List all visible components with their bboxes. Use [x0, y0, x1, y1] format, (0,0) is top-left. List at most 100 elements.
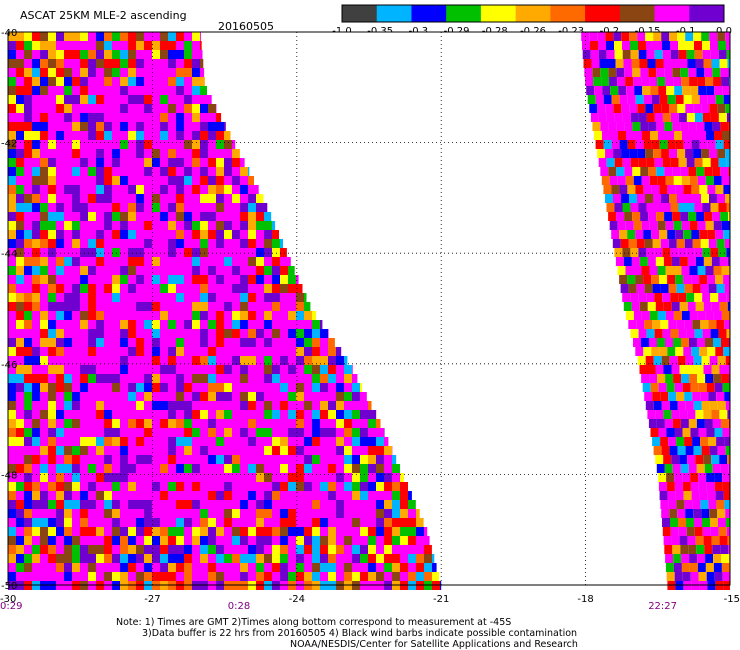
data-cell: [582, 41, 590, 50]
data-cell: [712, 167, 721, 176]
data-cell: [160, 347, 168, 356]
data-cell: [376, 572, 384, 581]
data-cell: [48, 86, 56, 95]
data-cell: [208, 320, 216, 329]
data-cell: [619, 140, 628, 149]
data-cell: [16, 266, 24, 275]
data-cell: [272, 275, 280, 284]
data-cell: [272, 482, 280, 491]
data-cell: [120, 131, 128, 140]
data-cell: [96, 158, 104, 167]
data-cell: [80, 113, 88, 122]
data-cell: [144, 149, 152, 158]
data-cell: [360, 419, 368, 428]
data-cell: [136, 320, 144, 329]
data-cell: [96, 68, 104, 77]
data-cell: [680, 419, 689, 428]
data-cell: [184, 383, 192, 392]
data-cell: [669, 509, 678, 518]
data-cell: [56, 446, 64, 455]
data-cell: [112, 59, 120, 68]
data-cell: [112, 509, 120, 518]
data-cell: [665, 554, 674, 563]
data-cell: [112, 230, 120, 239]
data-cell: [48, 104, 56, 113]
data-cell: [152, 284, 160, 293]
data-cell: [679, 455, 688, 464]
data-cell: [296, 437, 304, 446]
data-cell: [208, 554, 216, 563]
data-cell: [136, 554, 144, 563]
data-cell: [136, 86, 144, 95]
data-cell: [32, 347, 40, 356]
data-cell: [152, 374, 160, 383]
data-cell: [224, 527, 232, 536]
data-cell: [336, 383, 344, 392]
data-cell: [336, 347, 342, 356]
data-cell: [88, 203, 96, 212]
data-cell: [702, 41, 710, 50]
data-cell: [56, 239, 64, 248]
data-cell: [88, 59, 96, 68]
data-cell: [312, 401, 320, 410]
data-cell: [48, 554, 56, 563]
data-cell: [136, 248, 144, 257]
data-cell: [288, 329, 296, 338]
data-cell: [240, 410, 248, 419]
data-cell: [208, 410, 216, 419]
data-cell: [64, 473, 72, 482]
data-cell: [352, 536, 360, 545]
data-cell: [638, 50, 647, 59]
data-cell: [232, 374, 240, 383]
data-cell: [96, 563, 104, 572]
data-cell: [48, 491, 56, 500]
data-cell: [224, 491, 232, 500]
data-cell: [631, 302, 640, 311]
data-cell: [716, 392, 725, 401]
data-cell: [144, 221, 152, 230]
data-cell: [80, 419, 88, 428]
data-cell: [336, 428, 344, 437]
data-cell: [264, 455, 272, 464]
data-cell: [320, 365, 328, 374]
data-cell: [128, 572, 136, 581]
data-cell: [120, 86, 128, 95]
data-cell: [96, 149, 104, 158]
data-cell: [48, 41, 56, 50]
data-cell: [344, 545, 352, 554]
data-cell: [664, 122, 673, 131]
data-cell: [80, 428, 88, 437]
data-cell: [176, 455, 184, 464]
data-cell: [216, 275, 224, 284]
data-cell: [128, 536, 136, 545]
data-cell: [280, 473, 288, 482]
data-cell: [376, 563, 384, 572]
data-cell: [64, 563, 72, 572]
data-cell: [296, 338, 304, 347]
data-cell: [681, 77, 690, 86]
data-cell: [64, 203, 72, 212]
data-cell: [656, 212, 665, 221]
data-cell: [200, 194, 208, 203]
data-cell: [699, 347, 708, 356]
data-cell: [264, 536, 272, 545]
data-cell: [88, 401, 96, 410]
data-cell: [698, 572, 707, 581]
data-cell: [599, 59, 608, 68]
data-cell: [144, 374, 152, 383]
data-cell: [336, 410, 344, 419]
data-cell: [96, 248, 104, 257]
data-cell: [16, 185, 24, 194]
data-cell: [725, 194, 730, 203]
data-cell: [104, 455, 112, 464]
data-cell: [88, 239, 96, 248]
data-cell: [48, 356, 56, 365]
data-cell: [200, 203, 208, 212]
data-cell: [80, 545, 88, 554]
data-cell: [208, 491, 216, 500]
data-cell: [248, 176, 254, 185]
x-tick-label: -27: [144, 594, 160, 605]
data-cell: [192, 518, 200, 527]
data-cell: [296, 509, 304, 518]
data-cell: [192, 149, 200, 158]
